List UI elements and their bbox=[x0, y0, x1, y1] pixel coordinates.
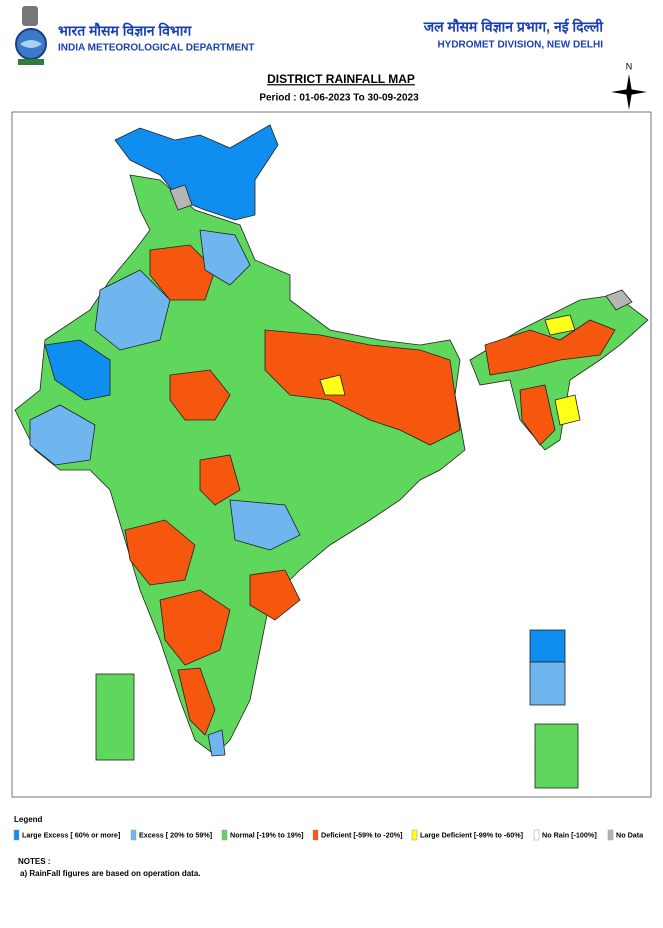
andaman-south bbox=[529, 661, 566, 706]
ne-large-deficient bbox=[544, 314, 576, 336]
legend-label: Large Excess [ 60% or more] bbox=[22, 830, 120, 839]
lakshadweep bbox=[95, 673, 135, 761]
mp-deficient bbox=[169, 369, 231, 421]
large-deficient-up bbox=[319, 374, 346, 396]
legend-label: Excess [ 20% to 59%] bbox=[139, 830, 212, 839]
andaman-north bbox=[529, 629, 566, 663]
map-title: DISTRICT RAINFALL MAP bbox=[267, 72, 415, 86]
org-english: INDIA METEOROLOGICAL DEPARTMENT bbox=[58, 43, 254, 54]
gujarat-excess bbox=[29, 404, 96, 466]
legend: Large Excess [ 60% or more] Excess [ 20% … bbox=[13, 829, 644, 841]
notes-title: NOTES : bbox=[18, 857, 50, 866]
gujarat-west bbox=[44, 339, 111, 401]
no-data-area bbox=[169, 184, 193, 211]
rajasthan-excess bbox=[94, 269, 171, 351]
legend-label: Large Deficient [-99% to -60%] bbox=[420, 830, 523, 839]
chhattisgarh-deficient bbox=[199, 454, 241, 506]
map-period: Period : 01-06-2023 To 30-09-2023 bbox=[259, 93, 419, 104]
legend-swatch bbox=[13, 829, 20, 841]
legend-label: No Data bbox=[616, 830, 644, 839]
tn-excess bbox=[207, 729, 226, 757]
legend-swatch bbox=[221, 829, 228, 841]
kerala-deficient bbox=[177, 667, 216, 736]
note: a) RainFall figures are based on operati… bbox=[20, 869, 200, 878]
legend-swatch bbox=[312, 829, 319, 841]
legend-label: No Rain [-100%] bbox=[542, 830, 597, 839]
ne-south-deficient bbox=[519, 384, 556, 446]
legend-label: Normal [-19% to 19%] bbox=[230, 830, 304, 839]
division-hindi: जल मौसम विज्ञान प्रभाग, नई दिल्ली bbox=[423, 19, 605, 35]
kashmir bbox=[114, 124, 279, 221]
ne-deficient bbox=[484, 319, 616, 376]
nicobar bbox=[534, 723, 579, 789]
legend-label: Deficient [-59% to -20%] bbox=[321, 830, 402, 839]
up-west-excess bbox=[199, 229, 251, 286]
maharashtra-deficient bbox=[124, 519, 196, 586]
legend-swatch bbox=[130, 829, 137, 841]
compass: N bbox=[611, 61, 647, 110]
punjab-deficient bbox=[149, 244, 216, 301]
ne-large-deficient-south bbox=[554, 394, 581, 426]
north-label: N bbox=[626, 61, 633, 71]
central-excess bbox=[229, 499, 301, 551]
map bbox=[14, 124, 649, 789]
no-data-ne bbox=[605, 289, 633, 311]
up-bihar-deficient bbox=[264, 329, 461, 446]
emblem bbox=[15, 6, 47, 65]
org-hindi: भारत मौसम विज्ञान विभाग bbox=[58, 23, 192, 39]
legend-title: Legend bbox=[14, 815, 43, 824]
legend-swatch bbox=[533, 829, 540, 841]
legend-swatch bbox=[411, 829, 418, 841]
division-english: HYDROMET DIVISION, NEW DELHI bbox=[437, 40, 603, 51]
map-frame bbox=[11, 111, 652, 798]
legend-swatch bbox=[607, 829, 614, 841]
andhra-deficient bbox=[249, 569, 301, 621]
karnataka-deficient bbox=[159, 589, 231, 666]
